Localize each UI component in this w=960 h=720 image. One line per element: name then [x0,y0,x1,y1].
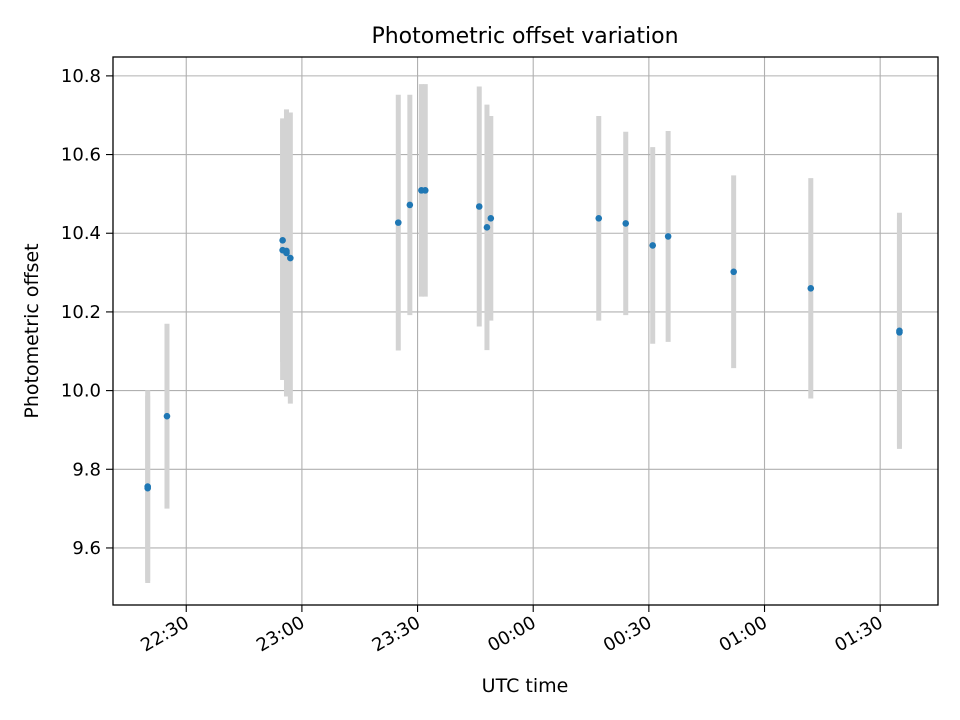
plot-frame [112,56,939,606]
x-tick-label: 01:00 [716,612,771,656]
data-point [807,285,815,292]
data-point [287,254,294,262]
x-tick-label: 23:00 [253,612,308,656]
y-axis-ticks: 9.6 9.8 10.0 10.2 10.4 10.6 10.8 [61,66,113,559]
marker-layer [144,187,903,492]
chart-title: Photometric offset variation [371,24,678,49]
y-tick-label: 10.6 [61,145,101,166]
data-point [483,224,491,231]
y-tick-label: 10.8 [61,66,101,87]
y-tick-label: 10.4 [61,223,101,244]
data-point [283,249,290,257]
data-point [664,233,672,240]
x-tick-label: 22:30 [137,612,192,656]
grid-lines [113,57,938,605]
y-tick-label: 10.0 [61,381,101,402]
data-point [622,220,630,227]
y-tick-label: 10.2 [61,302,101,323]
y-tick-label: 9.6 [72,538,101,559]
x-tick-label: 00:00 [484,612,539,656]
x-axis-label: UTC time [482,675,569,697]
data-point [730,268,737,276]
data-point [144,484,151,492]
x-tick-label: 23:30 [369,612,424,656]
data-point [475,203,483,210]
data-point [163,412,171,420]
data-point [421,187,429,194]
errorbar-layer [145,84,902,583]
y-axis-label: Photometric offset [21,243,43,418]
data-point [406,201,414,209]
data-point [487,214,495,222]
y-tick-label: 9.8 [72,459,101,480]
data-point [649,242,657,249]
data-point [279,237,286,244]
x-tick-label: 01:30 [831,612,886,656]
data-point [595,214,603,222]
data-point [394,219,402,226]
x-axis-ticks: 22:30 23:00 23:30 00:00 00:30 01:00 01:30 [137,605,887,656]
data-point [896,327,903,335]
x-tick-label: 00:30 [600,612,655,656]
